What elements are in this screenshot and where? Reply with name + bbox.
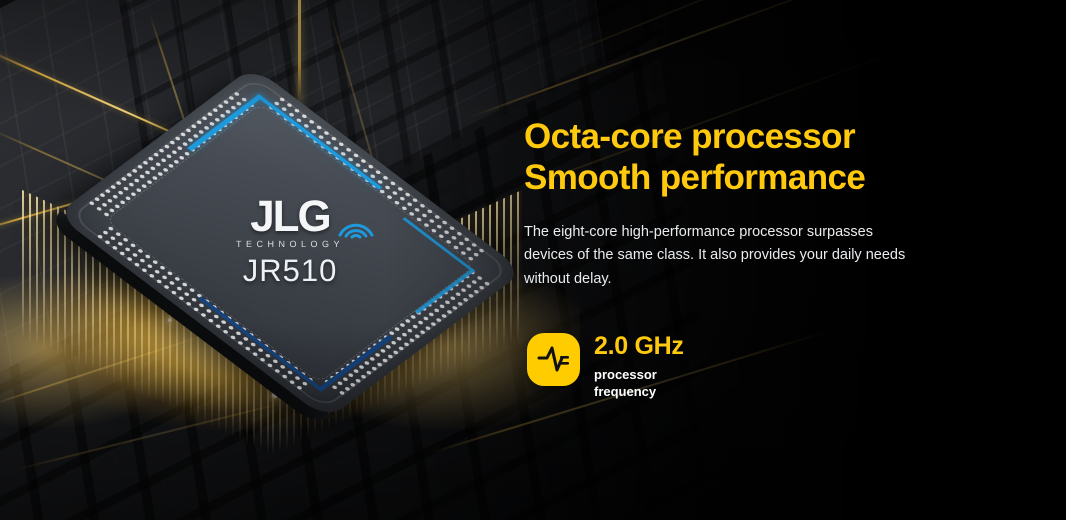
body-line-2: devices of the same class. It also provi…	[524, 247, 906, 264]
body-line-3: without delay.	[524, 270, 612, 287]
description-text: The eight-core high-performance processo…	[524, 221, 916, 291]
spec-value: 2.0 GHz	[594, 332, 684, 360]
spec-badge: 2.0 GHz processor frequency	[527, 333, 684, 400]
spec-label: processor frequency	[594, 366, 684, 400]
headline-line-2: Smooth performance	[524, 158, 866, 198]
page-title: Octa-core processor Smooth performance	[524, 116, 944, 199]
body-line-1: The eight-core high-performance processo…	[524, 223, 873, 240]
spec-text: 2.0 GHz processor frequency	[594, 333, 684, 400]
spec-label-line-1: processor	[594, 367, 657, 382]
spec-label-line-2: frequency	[594, 384, 657, 400]
pulse-waveform-icon	[537, 346, 569, 371]
headline-line-1: Octa-core processor	[524, 117, 856, 156]
copy-column: Octa-core processor Smooth performance T…	[524, 116, 944, 291]
spec-icon-tile	[527, 333, 580, 386]
